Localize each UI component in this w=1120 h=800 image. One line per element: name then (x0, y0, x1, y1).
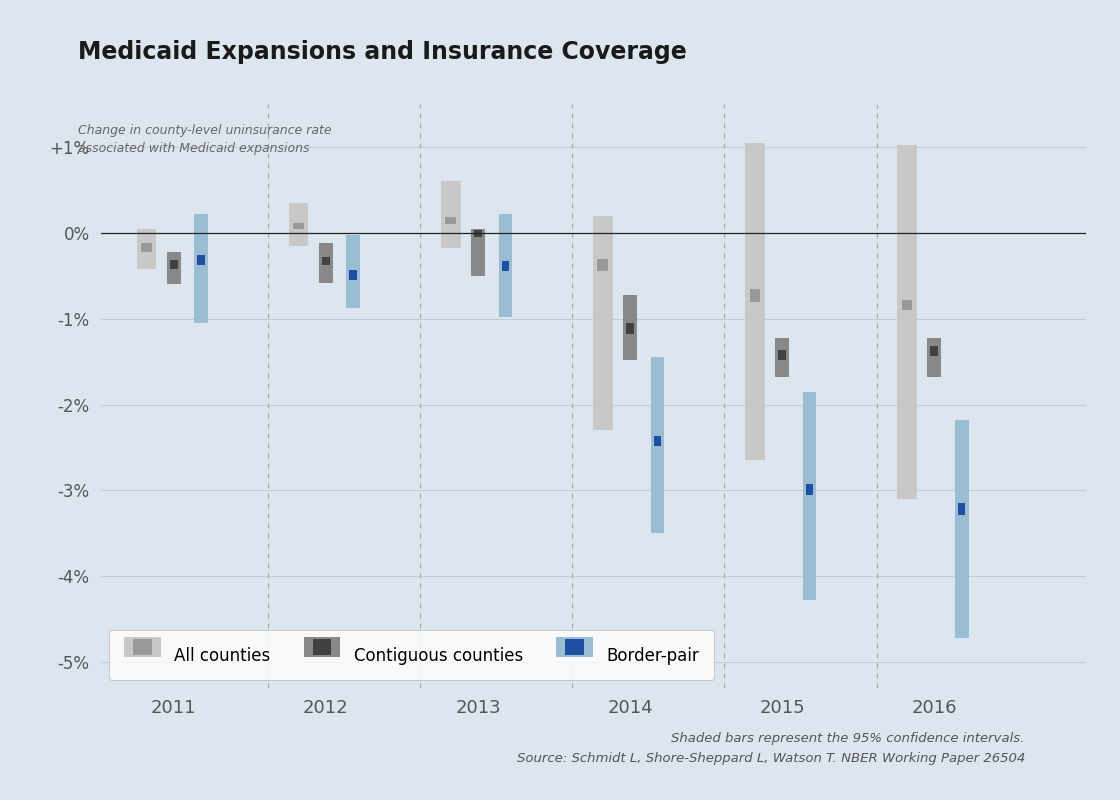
Bar (293, 222, 304, 229)
Bar (927, 338, 941, 377)
Bar (803, 392, 816, 600)
Bar (349, 270, 357, 280)
Bar (778, 350, 786, 360)
Bar (597, 258, 608, 271)
Bar (472, 229, 485, 276)
Bar (141, 243, 151, 252)
Bar (592, 216, 613, 430)
Bar (623, 294, 637, 360)
Bar (195, 214, 208, 323)
Legend: All counties, Contiguous counties, Border-pair: All counties, Contiguous counties, Borde… (109, 630, 715, 680)
Bar (775, 338, 790, 377)
Text: Shaded bars represent the 95% confidence intervals.: Shaded bars represent the 95% confidence… (671, 732, 1025, 745)
Bar (498, 214, 512, 317)
Text: Change in county-level uninsurance rate
associated with Medicaid expansions: Change in county-level uninsurance rate … (78, 124, 332, 155)
Bar (654, 435, 661, 446)
Bar (805, 483, 813, 494)
Bar (626, 323, 634, 334)
Bar (502, 261, 510, 271)
Bar (958, 503, 965, 514)
Bar (323, 257, 329, 266)
Bar (446, 218, 456, 224)
Bar (346, 234, 361, 308)
Bar (955, 420, 969, 638)
Bar (902, 300, 913, 310)
Bar (170, 260, 178, 269)
Bar (197, 255, 205, 266)
Bar (897, 146, 917, 499)
Bar (441, 182, 460, 248)
Bar (167, 252, 180, 284)
Bar (289, 202, 308, 246)
Text: Medicaid Expansions and Insurance Coverage: Medicaid Expansions and Insurance Covera… (78, 40, 688, 64)
Bar (319, 243, 333, 282)
Text: Source: Schmidt L, Shore-Sheppard L, Watson T. NBER Working Paper 26504: Source: Schmidt L, Shore-Sheppard L, Wat… (516, 752, 1025, 765)
Bar (931, 346, 939, 357)
Bar (651, 358, 664, 534)
Bar (137, 229, 157, 269)
Bar (474, 230, 482, 237)
Bar (745, 142, 765, 461)
Bar (749, 289, 760, 302)
